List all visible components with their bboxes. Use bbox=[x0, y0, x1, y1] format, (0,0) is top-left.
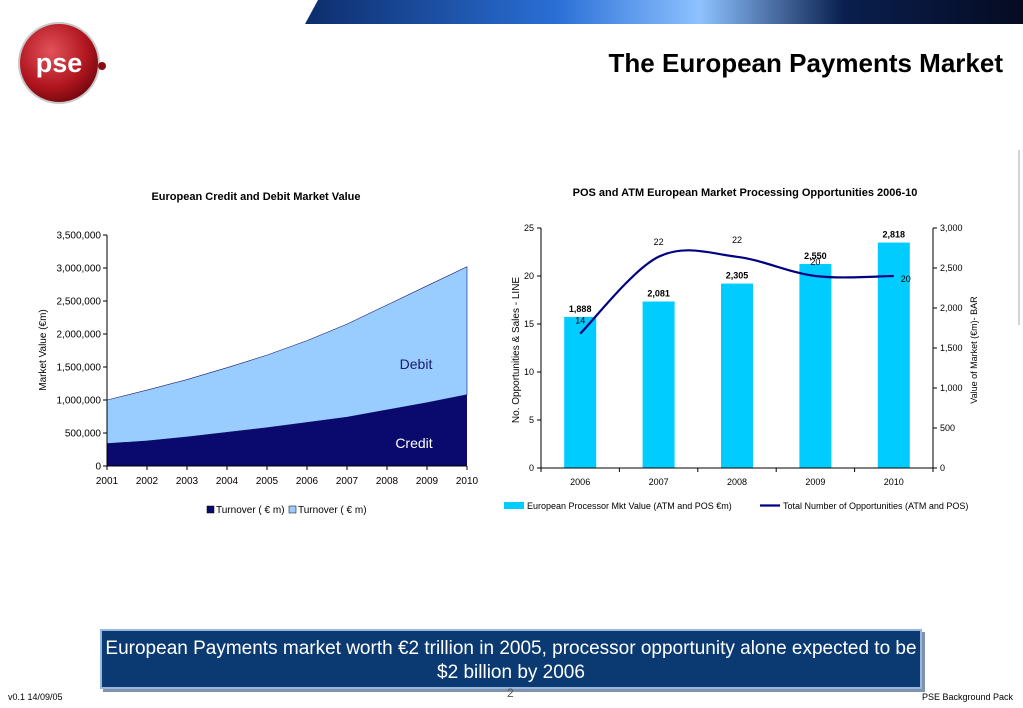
bar bbox=[642, 301, 675, 468]
line-value-label: 22 bbox=[732, 235, 742, 245]
x-tick-label: 2008 bbox=[376, 476, 399, 487]
bar bbox=[564, 316, 597, 468]
bar-value-label: 2,550 bbox=[804, 251, 827, 261]
x-tick-label: 2007 bbox=[649, 477, 669, 487]
legend-label-credit: Turnover ( € m) bbox=[216, 505, 285, 516]
y-axis-label: Market Value (€m) bbox=[38, 309, 49, 391]
x-tick-label: 2010 bbox=[884, 477, 904, 487]
x-tick-label: 2010 bbox=[456, 476, 479, 487]
right-y-axis-label: Value of Market (€m)- BAR bbox=[969, 296, 979, 404]
right-y-tick-label: 500 bbox=[940, 423, 955, 433]
bar bbox=[877, 242, 910, 468]
y-tick-label: 2,000,000 bbox=[57, 330, 102, 341]
x-tick-label: 2009 bbox=[805, 477, 825, 487]
line-value-label: 14 bbox=[575, 316, 585, 326]
footer-version: v0.1 14/09/05 bbox=[8, 692, 63, 702]
bar-value-label: 2,818 bbox=[883, 230, 906, 240]
legend-label-debit: Turnover ( € m) bbox=[298, 505, 367, 516]
line-value-label: 20 bbox=[810, 257, 820, 267]
y-tick-label: 2,500,000 bbox=[57, 297, 102, 308]
opportunities-line bbox=[579, 249, 894, 335]
x-tick-label: 2003 bbox=[176, 476, 199, 487]
x-tick-label: 2004 bbox=[216, 476, 239, 487]
x-tick-label: 2001 bbox=[96, 476, 119, 487]
left-y-tick-label: 10 bbox=[524, 367, 534, 377]
y-tick-label: 3,000,000 bbox=[57, 264, 102, 275]
debit-label: Debit bbox=[400, 356, 433, 372]
legend-swatch-debit bbox=[288, 505, 297, 514]
legend-label-bar: European Processor Mkt Value (ATM and PO… bbox=[527, 501, 732, 511]
left-y-tick-label: 5 bbox=[529, 415, 534, 425]
x-tick-label: 2006 bbox=[296, 476, 319, 487]
summary-callout: European Payments market worth €2 trilli… bbox=[100, 629, 922, 689]
legend-label-line: Total Number of Opportunities (ATM and P… bbox=[783, 501, 968, 511]
bar-value-label: 1,888 bbox=[569, 304, 592, 314]
edge-divider bbox=[1018, 150, 1020, 325]
credit-debit-chart-title: European Credit and Debit Market Value bbox=[151, 191, 361, 203]
pos-atm-chart-title: POS and ATM European Market Processing O… bbox=[572, 187, 918, 199]
x-tick-label: 2002 bbox=[136, 476, 159, 487]
left-y-axis-label: No. Opportunities & Sales - LINE bbox=[511, 277, 522, 424]
pse-logo: pse bbox=[18, 22, 106, 104]
bar-value-label: 2,305 bbox=[726, 271, 749, 281]
legend-swatch-bar bbox=[504, 502, 524, 509]
bar bbox=[799, 264, 832, 468]
credit-area bbox=[107, 394, 467, 466]
x-tick-label: 2009 bbox=[416, 476, 439, 487]
top-banner bbox=[305, 0, 1023, 24]
page-number: 2 bbox=[507, 686, 514, 700]
right-y-tick-label: 2,000 bbox=[940, 303, 963, 313]
left-y-tick-label: 20 bbox=[524, 271, 534, 281]
line-value-label: 22 bbox=[654, 237, 664, 247]
page-title: The European Payments Market bbox=[608, 48, 1003, 78]
line-value-label: 20 bbox=[901, 274, 911, 284]
left-y-tick-label: 0 bbox=[529, 463, 534, 473]
x-tick-label: 2006 bbox=[570, 477, 590, 487]
legend-swatch-credit bbox=[206, 505, 215, 514]
bar bbox=[721, 283, 753, 468]
left-y-tick-label: 25 bbox=[524, 223, 534, 233]
footer-title: PSE Background Pack bbox=[921, 692, 1013, 702]
y-tick-label: 0 bbox=[95, 462, 101, 473]
y-tick-label: 3,500,000 bbox=[57, 231, 102, 242]
credit-debit-area-chart: Market Value (€m) 0 500,000 1,000,000 1,500… bbox=[38, 231, 479, 517]
y-tick-label: 1,500,000 bbox=[57, 363, 102, 374]
right-y-tick-label: 2,500 bbox=[940, 263, 963, 273]
right-y-tick-label: 3,000 bbox=[940, 223, 963, 233]
credit-label: Credit bbox=[395, 435, 432, 451]
logo-text: pse bbox=[36, 48, 83, 78]
bar-value-label: 2,081 bbox=[647, 289, 670, 299]
right-y-tick-label: 1,000 bbox=[940, 383, 963, 393]
right-y-tick-label: 1,500 bbox=[940, 343, 963, 353]
y-tick-label: 500,000 bbox=[65, 429, 102, 440]
x-tick-label: 2008 bbox=[727, 477, 747, 487]
x-tick-label: 2007 bbox=[336, 476, 359, 487]
left-y-tick-label: 15 bbox=[524, 319, 534, 329]
x-tick-label: 2005 bbox=[256, 476, 279, 487]
right-y-tick-label: 0 bbox=[940, 463, 945, 473]
pos-atm-combo-chart: No. Opportunities & Sales - LINE Value o… bbox=[504, 223, 979, 511]
y-tick-label: 1,000,000 bbox=[57, 396, 102, 407]
